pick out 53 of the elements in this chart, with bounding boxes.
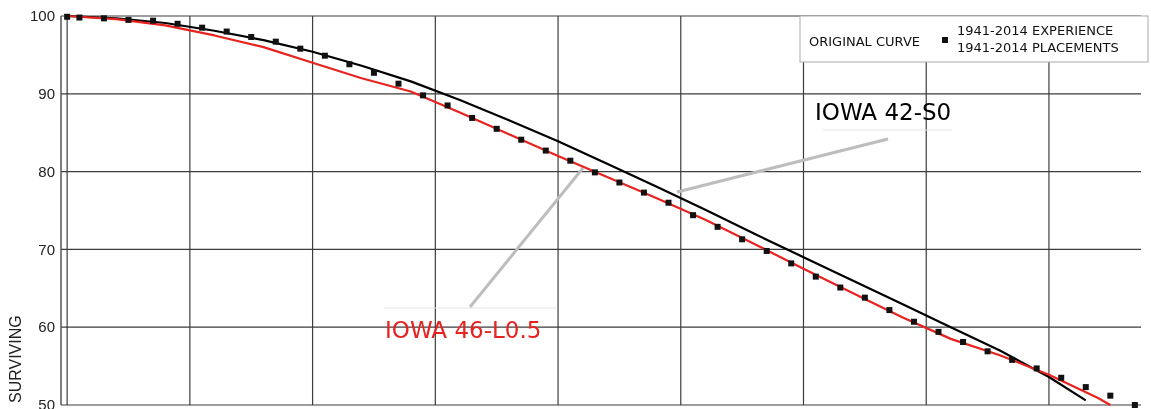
point (1058, 374, 1065, 381)
y-tick-label: 70 (38, 240, 55, 258)
point (640, 189, 647, 196)
point (542, 147, 549, 154)
point (763, 247, 770, 254)
point (100, 15, 107, 22)
point (665, 199, 672, 206)
point (174, 20, 181, 27)
point (420, 92, 427, 99)
point (886, 307, 893, 314)
point (444, 102, 451, 109)
y-tick-label: 80 (38, 162, 55, 180)
point (518, 136, 525, 143)
point (788, 260, 795, 267)
legend-title: ORIGINAL CURVE (809, 34, 921, 49)
y-tick-label: 100 (29, 7, 55, 25)
point (469, 114, 476, 121)
point (321, 52, 328, 59)
point (150, 17, 157, 24)
point (1033, 365, 1040, 372)
point (984, 348, 991, 355)
point (272, 38, 279, 45)
point (812, 273, 819, 280)
point (567, 157, 574, 164)
point (861, 294, 868, 301)
point (739, 236, 746, 243)
point (199, 24, 206, 31)
point (616, 179, 623, 186)
point (1009, 356, 1016, 363)
point (248, 34, 255, 41)
point (346, 61, 353, 68)
point (910, 318, 917, 325)
point (714, 223, 721, 230)
point (76, 14, 83, 21)
y-axis-title: SURVIVING (7, 315, 24, 403)
point (1131, 402, 1138, 408)
point (297, 45, 304, 52)
point (591, 169, 598, 176)
y-tick-label: 60 (38, 318, 55, 336)
point (223, 28, 230, 35)
point (1107, 392, 1114, 399)
point (493, 125, 500, 132)
point (1082, 384, 1089, 391)
point (935, 328, 942, 335)
point (395, 80, 402, 87)
point (64, 13, 71, 20)
point (370, 69, 377, 76)
point (125, 16, 132, 23)
point (837, 284, 844, 291)
point (960, 338, 967, 345)
point (690, 212, 697, 219)
legend-label: 1941-2014 EXPERIENCE 1941-2014 PLACEMENTS (957, 23, 1119, 55)
y-tick-label: 90 (38, 85, 55, 103)
